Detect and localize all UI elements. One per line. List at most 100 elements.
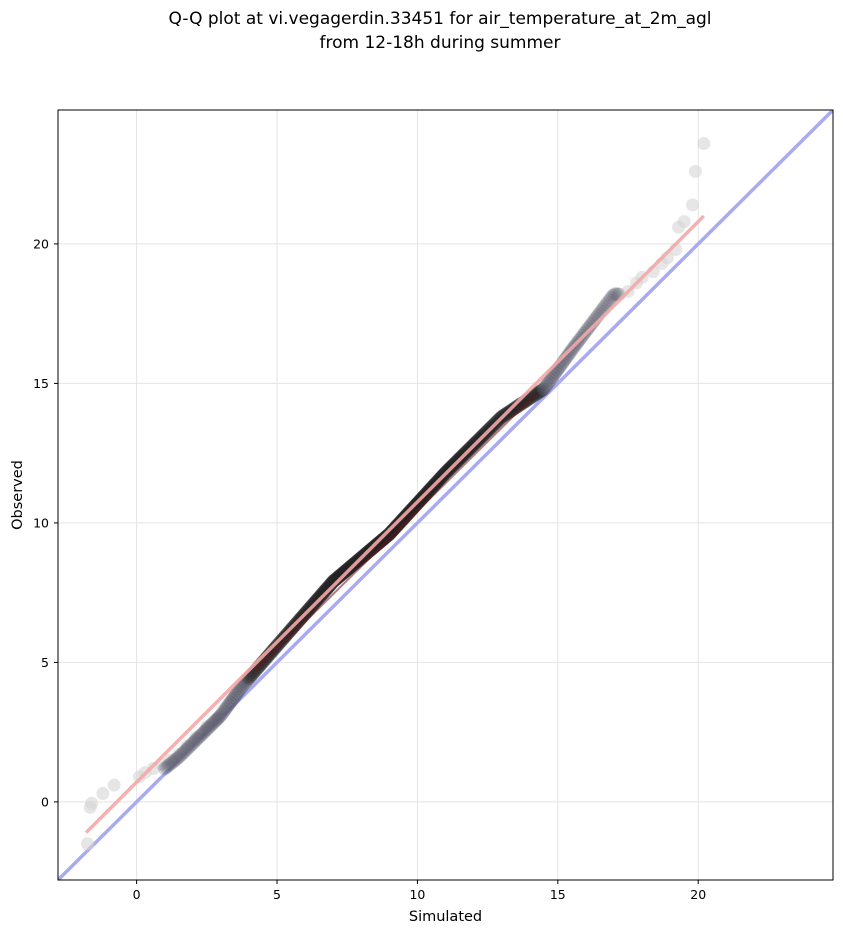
data-point xyxy=(542,375,556,389)
data-point xyxy=(233,681,248,696)
data-point xyxy=(206,715,221,730)
data-point xyxy=(168,753,182,768)
data-point xyxy=(169,752,184,766)
data-point xyxy=(609,287,624,301)
data-point-tail xyxy=(180,739,194,753)
data-point xyxy=(274,634,288,648)
data-point xyxy=(213,709,228,723)
data-point xyxy=(166,755,180,769)
data-point xyxy=(211,710,226,725)
fit-line-core xyxy=(253,393,537,673)
data-point xyxy=(184,737,199,752)
data-point xyxy=(563,344,578,359)
x-tick-label: 10 xyxy=(409,887,425,902)
data-point xyxy=(545,370,560,385)
y-tick-label: 5 xyxy=(41,655,49,670)
data-point xyxy=(196,725,211,740)
data-point xyxy=(235,679,250,694)
data-point xyxy=(188,734,202,748)
y-tick-label: 20 xyxy=(33,236,49,251)
data-point-tail xyxy=(697,136,711,150)
data-point xyxy=(215,707,229,721)
data-point xyxy=(161,759,175,773)
data-point-tail xyxy=(85,796,99,810)
plot-area xyxy=(58,110,833,880)
x-tick-label: 5 xyxy=(273,887,281,902)
data-point xyxy=(200,722,214,737)
data-point xyxy=(208,714,223,728)
data-point xyxy=(538,379,553,394)
data-point xyxy=(176,745,191,760)
data-point xyxy=(174,747,189,762)
data-point xyxy=(198,724,212,738)
data-point xyxy=(173,749,187,763)
data-point xyxy=(189,732,204,747)
data-point xyxy=(607,287,622,301)
data-point xyxy=(604,291,618,305)
data-point-tail xyxy=(688,164,702,178)
data-point-tail xyxy=(80,837,94,851)
x-axis-label: Simulated xyxy=(409,909,482,925)
data-point xyxy=(228,688,243,703)
data-point xyxy=(584,317,598,332)
data-point xyxy=(606,288,620,303)
data-point xyxy=(562,347,576,361)
data-point-tail xyxy=(200,720,214,734)
plot-frame xyxy=(57,109,834,881)
data-point xyxy=(183,739,197,753)
data-point xyxy=(218,702,233,717)
data-point xyxy=(580,322,595,336)
data-point xyxy=(178,744,192,758)
y-tick-label: 0 xyxy=(41,794,49,809)
data-point xyxy=(270,638,285,652)
data-point xyxy=(223,695,238,710)
data-point xyxy=(171,750,185,765)
x-tick-label: 15 xyxy=(550,887,566,902)
y-tick-label: 10 xyxy=(33,515,49,530)
data-point xyxy=(179,742,194,757)
grid-lines xyxy=(58,110,833,880)
fit-line xyxy=(84,214,706,834)
data-point-tail xyxy=(677,215,691,229)
data-point xyxy=(269,640,283,654)
data-point xyxy=(267,642,282,656)
data-point xyxy=(272,636,287,650)
data-point xyxy=(205,717,219,732)
data-point-tail xyxy=(107,778,121,792)
data-point xyxy=(543,372,558,387)
data-point xyxy=(220,700,234,714)
data-point xyxy=(601,295,615,310)
data-point-tail xyxy=(211,711,225,725)
data-point xyxy=(226,690,241,705)
chart-title-line-2: from 12-18h during summer xyxy=(320,33,561,53)
data-point xyxy=(221,697,236,712)
x-tick-label: 0 xyxy=(133,887,141,902)
data-point xyxy=(201,720,216,735)
data-point-tail xyxy=(189,731,203,745)
data-point xyxy=(164,756,179,770)
data-point xyxy=(540,377,554,392)
data-point xyxy=(186,735,201,750)
data-point xyxy=(275,632,290,647)
data-point xyxy=(533,384,548,399)
data-point xyxy=(162,757,177,772)
data-point xyxy=(560,349,575,363)
data-point xyxy=(203,719,217,733)
data-point xyxy=(191,730,206,745)
y-axis-label: Observed xyxy=(10,460,26,530)
chart-title: Q-Q plot at vi.vegagerdin.33451 for air_… xyxy=(168,9,711,53)
data-point xyxy=(225,693,239,707)
data-point xyxy=(159,760,174,775)
y-tick-label: 15 xyxy=(33,376,49,391)
data-point xyxy=(181,740,196,755)
data-point xyxy=(194,727,209,742)
data-point xyxy=(536,382,551,396)
data-point xyxy=(193,729,207,743)
x-tick-label: 20 xyxy=(690,887,706,902)
data-point xyxy=(216,704,231,719)
axis-ticks: 0 5 10 15 20 0 5 10 15 20 xyxy=(33,236,706,902)
data-point xyxy=(582,320,597,334)
data-point-tail xyxy=(96,787,110,801)
data-point-tail xyxy=(172,747,186,761)
